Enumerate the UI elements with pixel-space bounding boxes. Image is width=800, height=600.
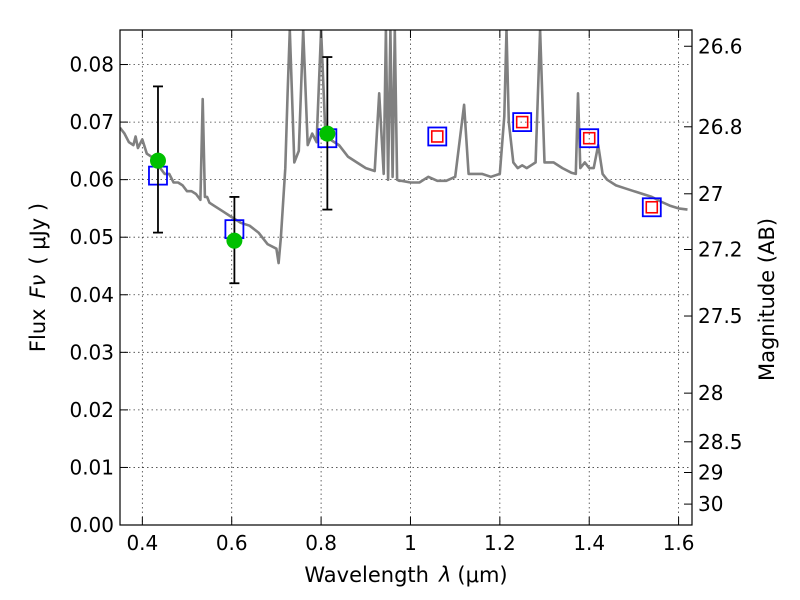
y2-tick-label: 27.5 [698, 304, 743, 328]
y2-tick-label: 27 [698, 182, 723, 206]
y-axis-label: FluxFν( μJy ) [26, 203, 50, 352]
y-tick-label: 0.00 [69, 513, 114, 537]
x-tick-label: 1.6 [663, 531, 695, 555]
y2-tick-label: 26.6 [698, 34, 743, 58]
model-square-inner [645, 200, 659, 214]
model-square-inner [515, 115, 529, 129]
model-square [579, 128, 600, 149]
x-tick-label: 0.4 [126, 531, 158, 555]
x-tick-label: 1.4 [573, 531, 605, 555]
plot-area [120, 30, 688, 285]
x-axis-label: Wavelength λ (μm) [304, 563, 507, 587]
y-tick-label: 0.05 [69, 225, 114, 249]
y-tick-label: 0.06 [69, 168, 114, 192]
grid-lines [120, 30, 692, 526]
model-square-inner [582, 131, 596, 145]
axis-ticks: 0.4 0.6 0.8 1 1.2 1.4 1.6 0.00 0.01 0.02 0.03 0.04 0… [69, 30, 743, 555]
observed-point [149, 152, 166, 169]
y-tick-label: 0.04 [69, 283, 114, 307]
plot-frame [119, 29, 693, 526]
spectrum-line [120, 30, 688, 265]
y-tick-label: 0.07 [69, 110, 114, 134]
observed-point [319, 125, 336, 142]
y2-axis-label: Magnitude (AB) [755, 218, 779, 381]
y-tick-label: 0.03 [69, 340, 114, 364]
y2-tick-label: 27.2 [698, 238, 743, 262]
model-square [427, 126, 448, 147]
x-tick-label: 1 [404, 531, 417, 555]
observed-point [226, 232, 243, 249]
y-tick-label: 0.01 [69, 455, 114, 479]
model-square [512, 112, 533, 132]
y-tick-label: 0.08 [69, 53, 114, 77]
x-tick-label: 0.6 [216, 531, 248, 555]
x-tick-label: 0.8 [305, 531, 337, 555]
model-square [641, 197, 662, 218]
y2-tick-label: 28.5 [698, 430, 743, 454]
y2-tick-label: 28 [698, 381, 723, 405]
x-tick-label: 1.2 [484, 531, 516, 555]
photometry-markers [148, 56, 662, 285]
model-square-inner [430, 130, 444, 143]
y-tick-label: 0.02 [69, 398, 114, 422]
y2-tick-label: 29 [698, 461, 723, 485]
y2-tick-label: 30 [698, 492, 723, 516]
y2-tick-label: 26.8 [698, 115, 743, 139]
